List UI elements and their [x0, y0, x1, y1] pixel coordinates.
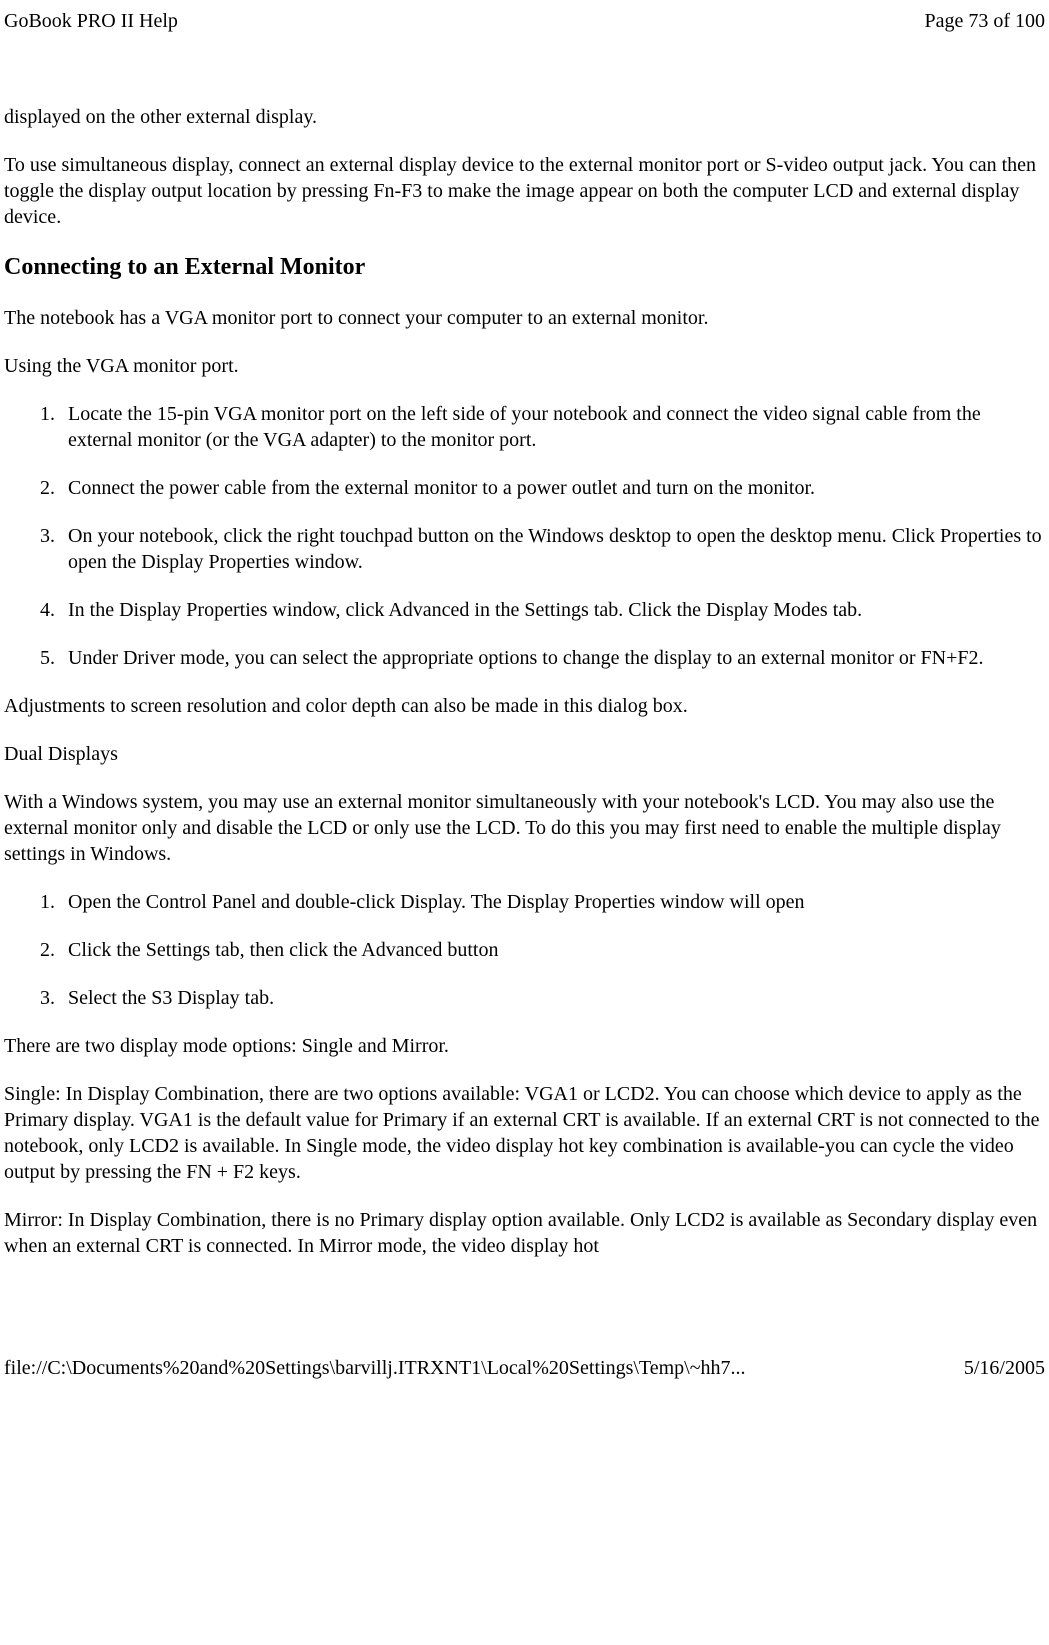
heading-connecting: Connecting to an External Monitor — [4, 252, 1045, 283]
header-title: GoBook PRO II Help — [4, 8, 178, 34]
list-item: In the Display Properties window, click … — [60, 597, 1045, 623]
footer-date: 5/16/2005 — [964, 1355, 1045, 1381]
list-item: Select the S3 Display tab. — [60, 985, 1045, 1011]
paragraph-continued: displayed on the other external display. — [4, 104, 1045, 130]
dual-steps-list: Open the Control Panel and double-click … — [4, 889, 1045, 1011]
list-item: Open the Control Panel and double-click … — [60, 889, 1045, 915]
page-container: GoBook PRO II Help Page 73 of 100 displa… — [0, 0, 1049, 1285]
paragraph-dual-desc: With a Windows system, you may use an ex… — [4, 789, 1045, 867]
paragraph-using-vga: Using the VGA monitor port. — [4, 353, 1045, 379]
footer-path: file://C:\Documents%20and%20Settings\bar… — [4, 1355, 746, 1381]
paragraph-dual-displays: Dual Displays — [4, 741, 1045, 767]
header-page-info: Page 73 of 100 — [924, 8, 1045, 34]
page-header: GoBook PRO II Help Page 73 of 100 — [4, 8, 1045, 34]
paragraph-two-modes: There are two display mode options: Sing… — [4, 1033, 1045, 1059]
paragraph-single: Single: In Display Combination, there ar… — [4, 1081, 1045, 1185]
paragraph-mirror: Mirror: In Display Combination, there is… — [4, 1207, 1045, 1259]
paragraph-simultaneous: To use simultaneous display, connect an … — [4, 152, 1045, 230]
list-item: Connect the power cable from the externa… — [60, 475, 1045, 501]
paragraph-adjustments: Adjustments to screen resolution and col… — [4, 693, 1045, 719]
list-item: Click the Settings tab, then click the A… — [60, 937, 1045, 963]
page-footer: file://C:\Documents%20and%20Settings\bar… — [0, 1355, 1049, 1389]
vga-steps-list: Locate the 15-pin VGA monitor port on th… — [4, 401, 1045, 671]
list-item: Under Driver mode, you can select the ap… — [60, 645, 1045, 671]
list-item: On your notebook, click the right touchp… — [60, 523, 1045, 575]
list-item: Locate the 15-pin VGA monitor port on th… — [60, 401, 1045, 453]
paragraph-vga-port: The notebook has a VGA monitor port to c… — [4, 305, 1045, 331]
